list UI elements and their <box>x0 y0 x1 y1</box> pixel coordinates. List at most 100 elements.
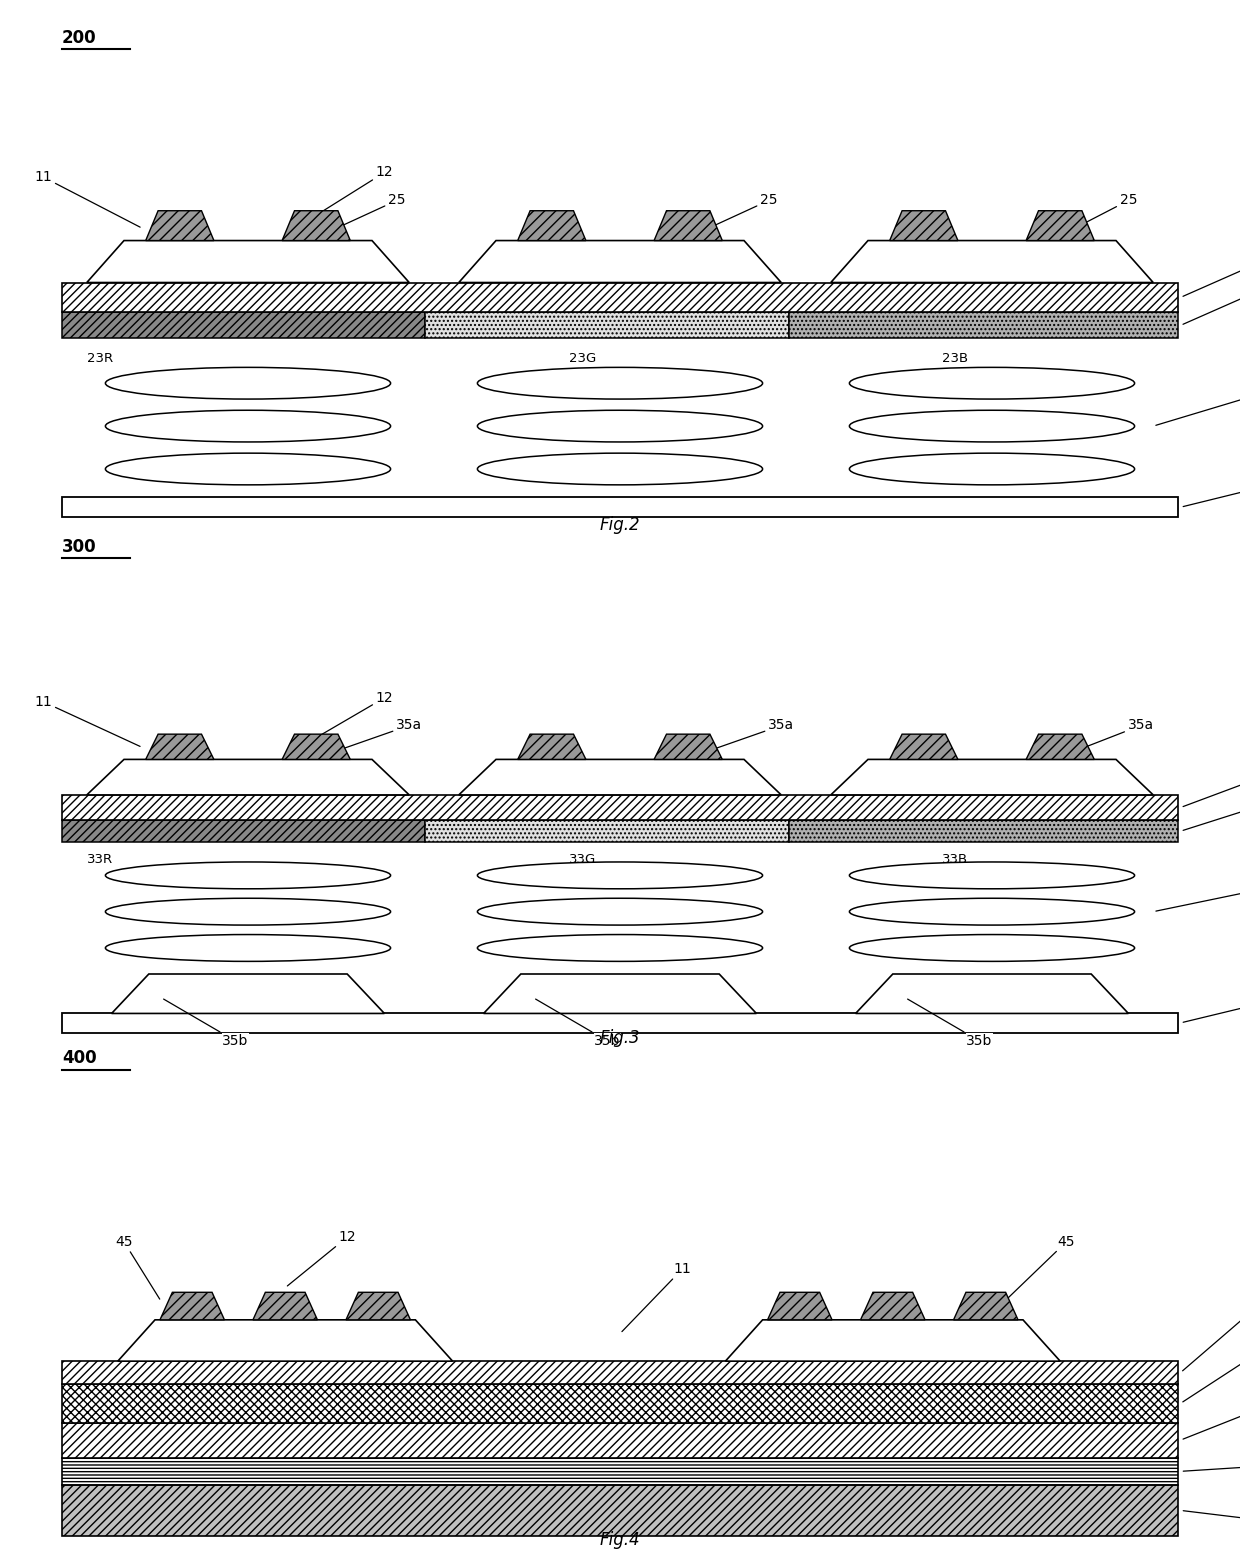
Text: 11: 11 <box>622 1262 691 1332</box>
Text: Fig.3: Fig.3 <box>600 1029 640 1047</box>
Polygon shape <box>160 1293 224 1319</box>
Ellipse shape <box>105 454 391 485</box>
Ellipse shape <box>849 410 1135 441</box>
Polygon shape <box>655 211 722 241</box>
Ellipse shape <box>105 367 391 399</box>
Ellipse shape <box>849 454 1135 485</box>
Polygon shape <box>346 1293 410 1319</box>
Text: 300: 300 <box>62 538 97 556</box>
Text: 33G: 33G <box>569 853 596 866</box>
Polygon shape <box>459 241 781 283</box>
Text: 42: 42 <box>1183 1405 1240 1439</box>
Ellipse shape <box>105 862 391 889</box>
Text: 24: 24 <box>1183 258 1240 297</box>
Text: 33: 33 <box>1183 802 1240 830</box>
Bar <box>62 283 1178 312</box>
Polygon shape <box>861 1293 925 1319</box>
Bar <box>62 1486 1178 1535</box>
Bar <box>62 1423 1178 1458</box>
Text: 35a: 35a <box>660 718 795 768</box>
Bar <box>62 1458 1178 1486</box>
Text: 43: 43 <box>1183 1349 1240 1402</box>
Ellipse shape <box>849 862 1135 889</box>
Bar <box>425 312 789 339</box>
Polygon shape <box>517 733 587 760</box>
Text: 31: 31 <box>1183 999 1240 1023</box>
Polygon shape <box>146 733 215 760</box>
Polygon shape <box>725 1319 1060 1361</box>
Polygon shape <box>146 211 215 241</box>
Text: 21: 21 <box>1183 482 1240 507</box>
Polygon shape <box>768 1293 832 1319</box>
Ellipse shape <box>105 410 391 441</box>
Text: 40: 40 <box>1183 1510 1240 1526</box>
Text: 35a: 35a <box>1032 718 1154 768</box>
Bar <box>62 312 425 339</box>
Polygon shape <box>87 760 409 796</box>
Polygon shape <box>889 733 959 760</box>
Text: 32: 32 <box>1156 884 1240 911</box>
Text: 35a: 35a <box>288 718 423 768</box>
Text: 11: 11 <box>35 169 140 227</box>
Bar <box>425 821 789 842</box>
Polygon shape <box>281 211 350 241</box>
Ellipse shape <box>849 934 1135 962</box>
Text: 200: 200 <box>62 28 97 47</box>
Text: 33R: 33R <box>87 853 113 866</box>
Polygon shape <box>281 733 350 760</box>
Text: 22: 22 <box>1156 388 1240 426</box>
Text: Fig.2: Fig.2 <box>600 516 640 535</box>
Ellipse shape <box>105 898 391 925</box>
Text: 23G: 23G <box>569 353 596 365</box>
Text: 12: 12 <box>288 1231 356 1287</box>
Text: 25: 25 <box>1032 193 1137 250</box>
Text: 23R: 23R <box>87 353 113 365</box>
Text: 44: 44 <box>1183 1304 1240 1371</box>
Bar <box>62 796 1178 821</box>
Polygon shape <box>655 733 722 760</box>
Polygon shape <box>253 1293 317 1319</box>
Bar <box>62 1385 1178 1423</box>
Ellipse shape <box>477 934 763 962</box>
Text: 25: 25 <box>288 193 405 250</box>
Text: 35b: 35b <box>536 999 621 1047</box>
Polygon shape <box>831 241 1153 283</box>
Text: 25: 25 <box>660 193 777 250</box>
Bar <box>789 312 1178 339</box>
Text: 12: 12 <box>312 692 393 740</box>
Polygon shape <box>954 1293 1018 1319</box>
Polygon shape <box>1027 211 1095 241</box>
Polygon shape <box>1027 733 1095 760</box>
Ellipse shape <box>477 898 763 925</box>
Polygon shape <box>831 760 1153 796</box>
Text: 35b: 35b <box>908 999 993 1047</box>
Polygon shape <box>118 1319 453 1361</box>
Text: 41: 41 <box>1183 1459 1240 1473</box>
Text: 45: 45 <box>1007 1235 1075 1299</box>
Text: 34: 34 <box>1183 774 1240 807</box>
Polygon shape <box>87 241 409 283</box>
Polygon shape <box>459 760 781 796</box>
Text: 23: 23 <box>1183 286 1240 325</box>
Bar <box>789 821 1178 842</box>
Text: 12: 12 <box>312 165 393 218</box>
Polygon shape <box>889 211 959 241</box>
Text: 11: 11 <box>35 695 140 746</box>
Ellipse shape <box>849 898 1135 925</box>
Polygon shape <box>517 211 587 241</box>
Text: 35b: 35b <box>164 999 249 1047</box>
Polygon shape <box>484 974 756 1013</box>
Text: Fig.4: Fig.4 <box>600 1531 640 1549</box>
Ellipse shape <box>849 367 1135 399</box>
Bar <box>62 1013 1178 1033</box>
Text: 33B: 33B <box>941 853 968 866</box>
Bar <box>62 1361 1178 1385</box>
Text: 23B: 23B <box>941 353 968 365</box>
Bar <box>62 821 425 842</box>
Text: 400: 400 <box>62 1049 97 1068</box>
Polygon shape <box>856 974 1128 1013</box>
Ellipse shape <box>477 454 763 485</box>
Ellipse shape <box>477 367 763 399</box>
Ellipse shape <box>477 410 763 441</box>
Ellipse shape <box>105 934 391 962</box>
